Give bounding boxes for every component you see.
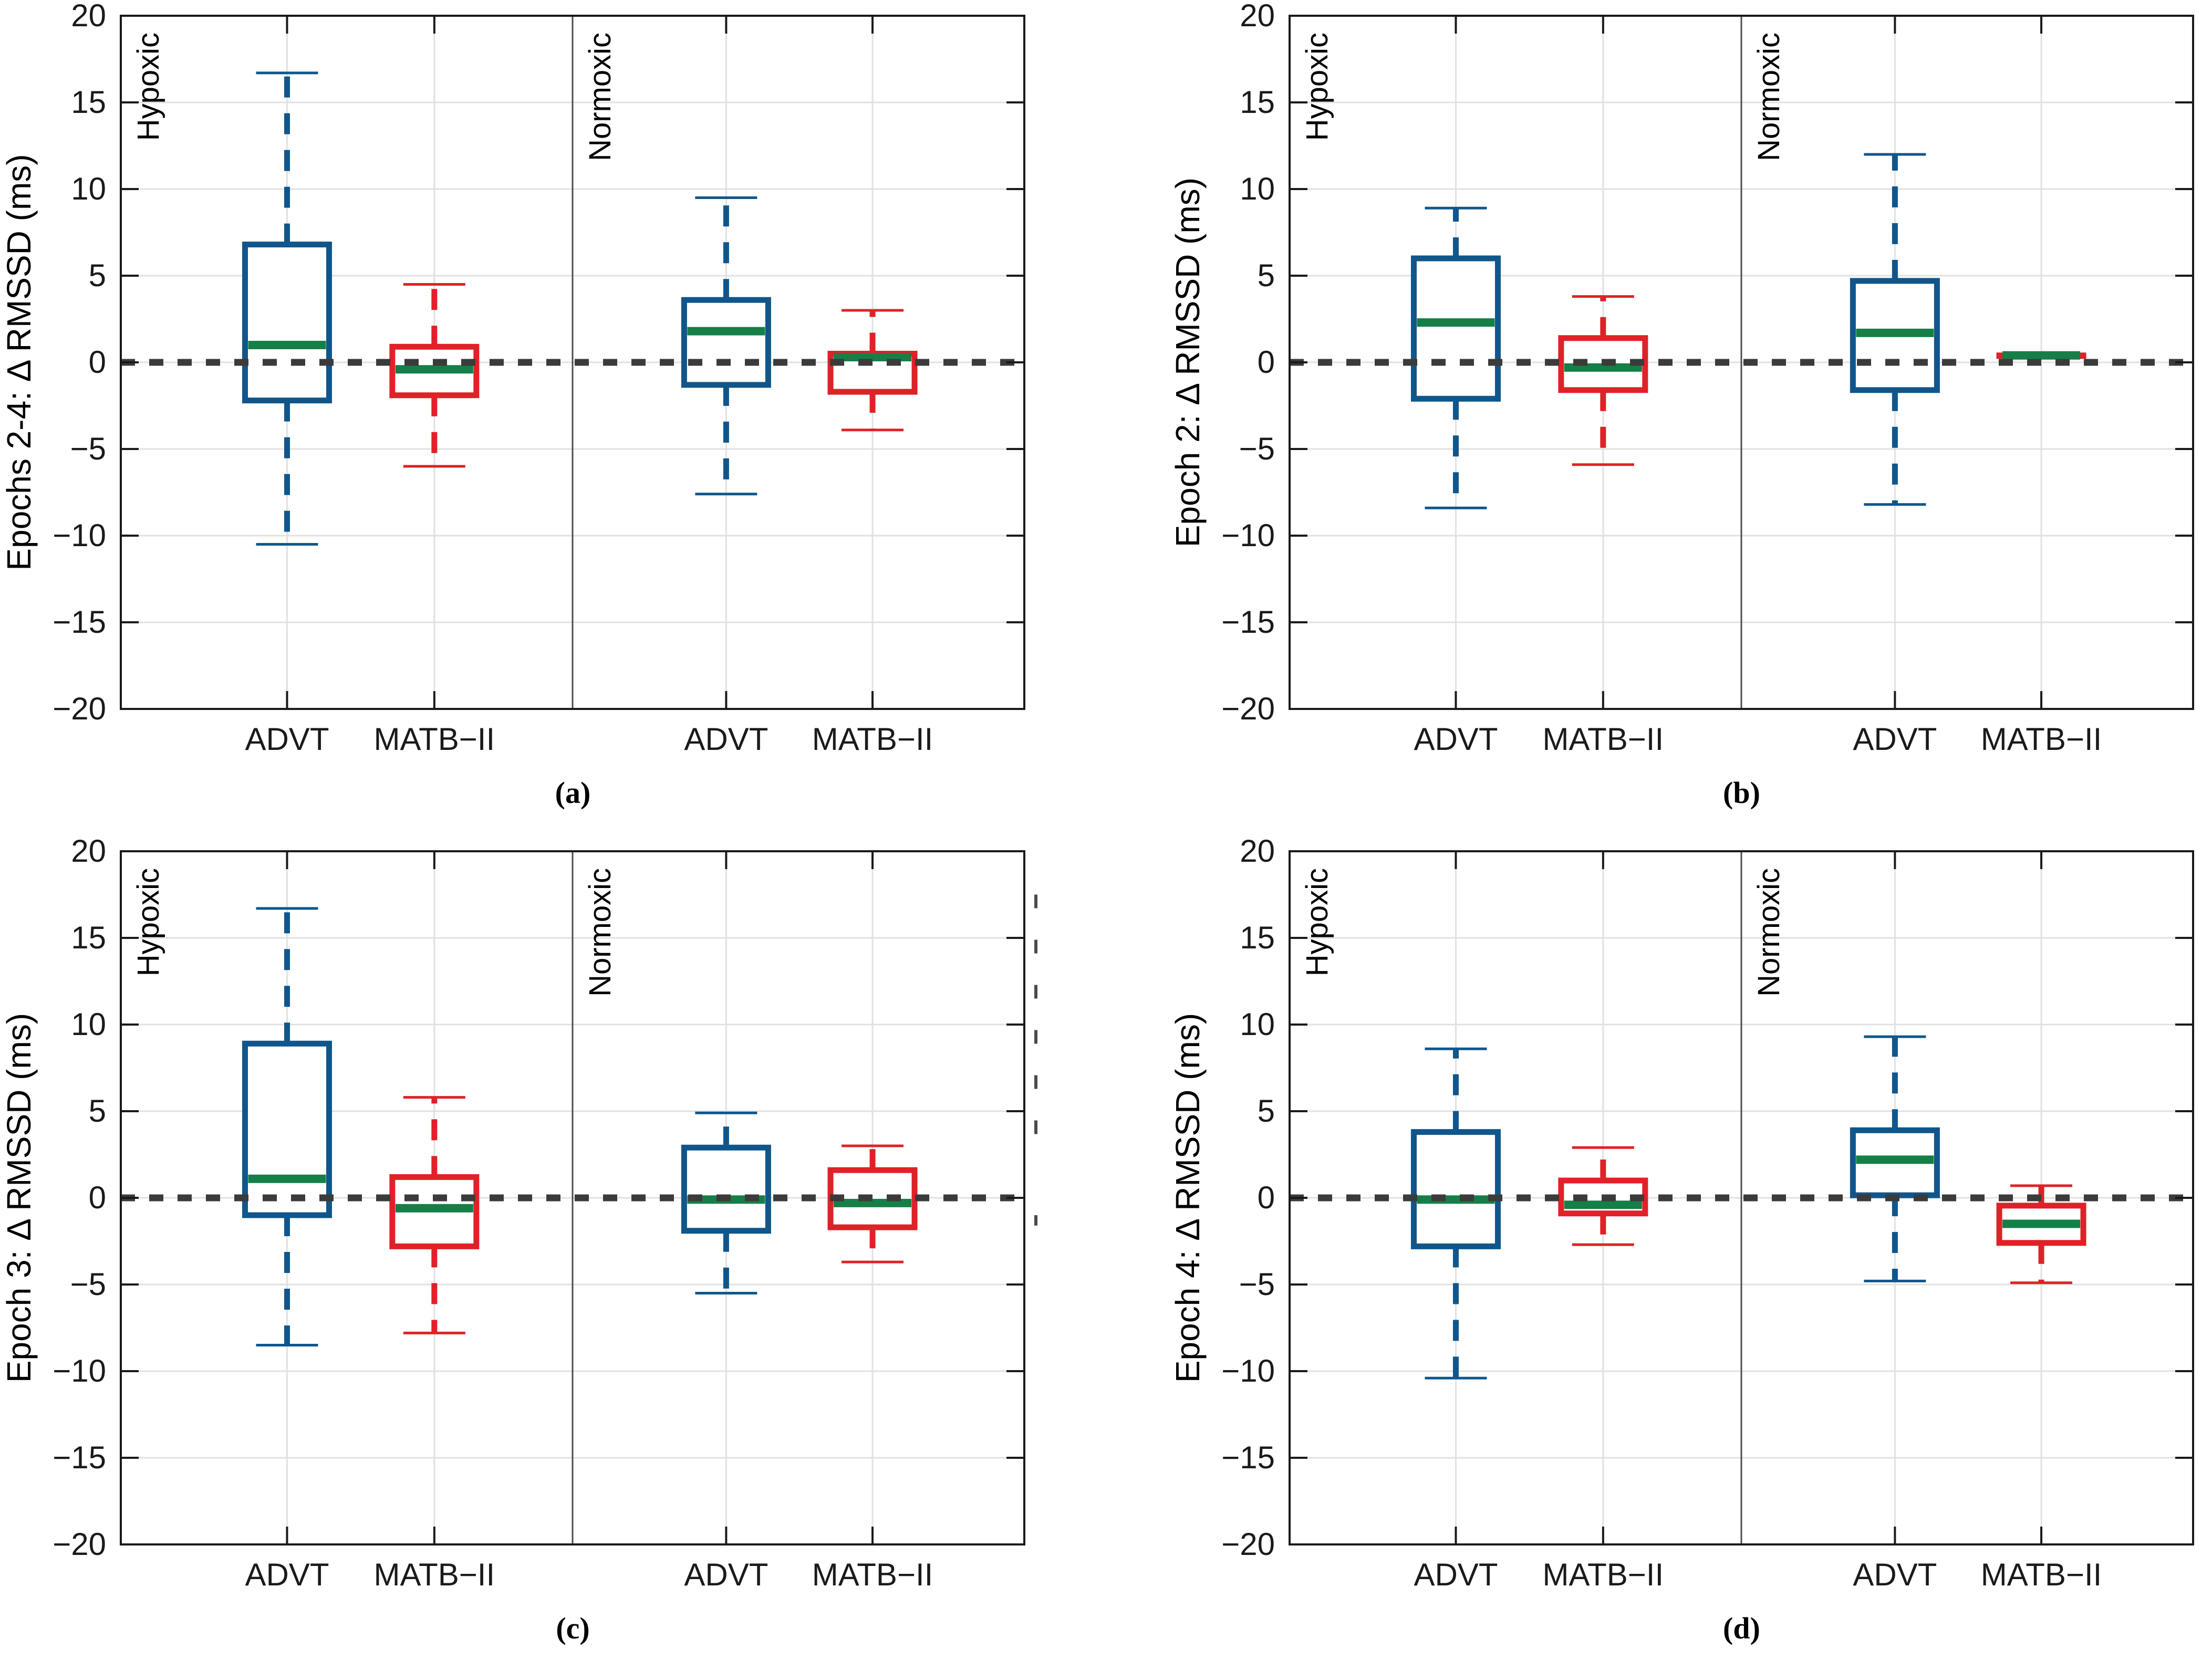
x-tick-label: ADVT xyxy=(684,722,768,757)
box-advt-hypoxic xyxy=(1410,206,1501,509)
y-tick-label: 20 xyxy=(1240,836,1275,869)
condition-label-hypoxic: Hypoxic xyxy=(131,33,165,141)
x-tick-label: MATB−II xyxy=(1543,1557,1664,1592)
condition-label-hypoxic: Hypoxic xyxy=(131,868,165,976)
box-advt-hypoxic xyxy=(242,907,332,1346)
condition-label-normoxic: Normoxic xyxy=(583,868,617,997)
y-tick-label: −15 xyxy=(53,604,106,640)
condition-label-normoxic: Normoxic xyxy=(1752,868,1786,997)
y-tick-label: −5 xyxy=(70,1267,106,1302)
y-tick-label: 10 xyxy=(1240,171,1275,206)
y-tick-label: −15 xyxy=(53,1440,106,1475)
box-matbii-hypoxic xyxy=(389,283,480,468)
y-tick-label: −15 xyxy=(1221,604,1275,640)
iqr-box xyxy=(242,1040,332,1218)
y-tick-label: 0 xyxy=(1258,344,1275,380)
iqr-box xyxy=(242,242,332,404)
x-tick-label: MATB−II xyxy=(1543,722,1664,757)
box-advt-normoxic xyxy=(681,196,771,496)
y-tick-label: −10 xyxy=(53,518,106,553)
panel-a-caption: (a) xyxy=(555,776,591,810)
y-tick-label: 20 xyxy=(71,836,106,869)
box-matbii-hypoxic xyxy=(1558,295,1648,466)
y-tick-label: −5 xyxy=(70,431,106,466)
x-tick-label: MATB−II xyxy=(812,722,933,757)
iqr-box xyxy=(681,297,771,388)
x-tick-label: ADVT xyxy=(1414,1557,1498,1592)
y-axis-label: Epoch 3: Δ RMSSD (ms) xyxy=(0,1013,38,1383)
y-axis-label: Epoch 2: Δ RMSSD (ms) xyxy=(1169,177,1207,547)
y-tick-label: 10 xyxy=(1240,1007,1275,1042)
box-advt-normoxic xyxy=(1850,153,1940,506)
panel-d-caption: (d) xyxy=(1723,1611,1760,1645)
panel-b-caption: (b) xyxy=(1723,776,1760,810)
box-matbii-hypoxic xyxy=(1558,1146,1648,1246)
y-tick-label: −5 xyxy=(1239,1267,1275,1302)
y-tick-label: 15 xyxy=(1240,920,1275,955)
y-tick-label: 5 xyxy=(89,1093,106,1129)
y-tick-label: −10 xyxy=(53,1353,106,1388)
y-tick-label: 20 xyxy=(1240,0,1275,33)
y-tick-label: −20 xyxy=(53,1527,106,1562)
iqr-box xyxy=(681,1144,771,1234)
panel-b: 20 15 10 5 0 −5 −10 −15 −20 ADVT MATB−II ADVT MATB−I… xyxy=(1106,0,2212,836)
panel-d-plot: 20 15 10 5 0 −5 −10 −15 −20 ADVT MATB−II ADVT MATB−I… xyxy=(1169,836,2194,1592)
y-tick-label: −10 xyxy=(1221,1353,1275,1388)
box-matbii-hypoxic xyxy=(389,1096,480,1334)
x-tick-label: ADVT xyxy=(1853,1557,1937,1592)
x-tick-label: MATB−II xyxy=(1981,1557,2102,1592)
y-tick-label: 10 xyxy=(71,1007,106,1042)
x-tick-label: MATB−II xyxy=(812,1557,933,1592)
y-tick-label: 5 xyxy=(89,258,106,293)
y-tick-label: 5 xyxy=(1258,1093,1275,1129)
box-matbii-normoxic xyxy=(827,1144,918,1263)
panel-b-plot: 20 15 10 5 0 −5 −10 −15 −20 ADVT MATB−II ADVT MATB−I… xyxy=(1169,0,2194,757)
y-tick-label: −20 xyxy=(1221,691,1275,726)
y-tick-label: −10 xyxy=(1221,518,1275,553)
x-tick-label: ADVT xyxy=(1414,722,1498,757)
condition-label-normoxic: Normoxic xyxy=(583,33,617,161)
panel-a: 20 15 10 5 0 −5 −10 −15 −20 ADVT MATB−II ADVT MATB−I… xyxy=(0,0,1106,836)
x-tick-label: ADVT xyxy=(245,1557,329,1592)
condition-label-hypoxic: Hypoxic xyxy=(1300,33,1334,141)
x-tick-label: MATB−II xyxy=(1981,722,2102,757)
box-advt-normoxic xyxy=(1850,1035,1940,1282)
panel-a-plot: 20 15 10 5 0 −5 −10 −15 −20 ADVT MATB−II ADVT MATB−I… xyxy=(0,0,1025,757)
panel-d: 20 15 10 5 0 −5 −10 −15 −20 ADVT MATB−II ADVT MATB−I… xyxy=(1106,836,2212,1671)
box-advt-hypoxic xyxy=(242,71,332,546)
y-tick-label: 0 xyxy=(89,1180,106,1215)
panel-c-caption: (c) xyxy=(556,1611,590,1645)
x-tick-label: MATB−II xyxy=(374,722,495,757)
x-tick-label: MATB−II xyxy=(374,1557,495,1592)
y-axis-label: Epochs 2-4: Δ RMSSD (ms) xyxy=(0,154,38,570)
y-tick-label: 5 xyxy=(1258,258,1275,293)
y-axis-label: Epoch 4: Δ RMSSD (ms) xyxy=(1169,1013,1207,1383)
condition-label-hypoxic: Hypoxic xyxy=(1300,868,1334,976)
panel-c: 20 15 10 5 0 −5 −10 −15 −20 ADVT MATB−II ADVT MATB−I… xyxy=(0,836,1106,1671)
y-tick-label: 15 xyxy=(1240,85,1275,120)
x-tick-label: ADVT xyxy=(684,1557,768,1592)
y-tick-label: 15 xyxy=(71,85,106,120)
y-tick-label: −20 xyxy=(1221,1527,1275,1562)
iqr-box xyxy=(1410,255,1501,402)
y-tick-label: 15 xyxy=(71,920,106,955)
y-tick-label: 10 xyxy=(71,171,106,206)
y-tick-label: 20 xyxy=(71,0,106,33)
x-tick-label: ADVT xyxy=(245,722,329,757)
y-tick-label: 0 xyxy=(1258,1180,1275,1215)
y-tick-label: −5 xyxy=(1239,431,1275,466)
panel-c-plot: 20 15 10 5 0 −5 −10 −15 −20 ADVT MATB−II ADVT MATB−I… xyxy=(0,836,1037,1592)
y-tick-label: −15 xyxy=(1221,1440,1275,1475)
y-tick-label: 0 xyxy=(89,344,106,380)
iqr-box xyxy=(1410,1129,1501,1249)
box-matbii-normoxic xyxy=(1996,1184,2086,1284)
y-tick-label: −20 xyxy=(53,691,106,726)
x-tick-label: ADVT xyxy=(1853,722,1937,757)
box-advt-hypoxic xyxy=(1410,1047,1501,1380)
condition-label-normoxic: Normoxic xyxy=(1752,33,1786,161)
